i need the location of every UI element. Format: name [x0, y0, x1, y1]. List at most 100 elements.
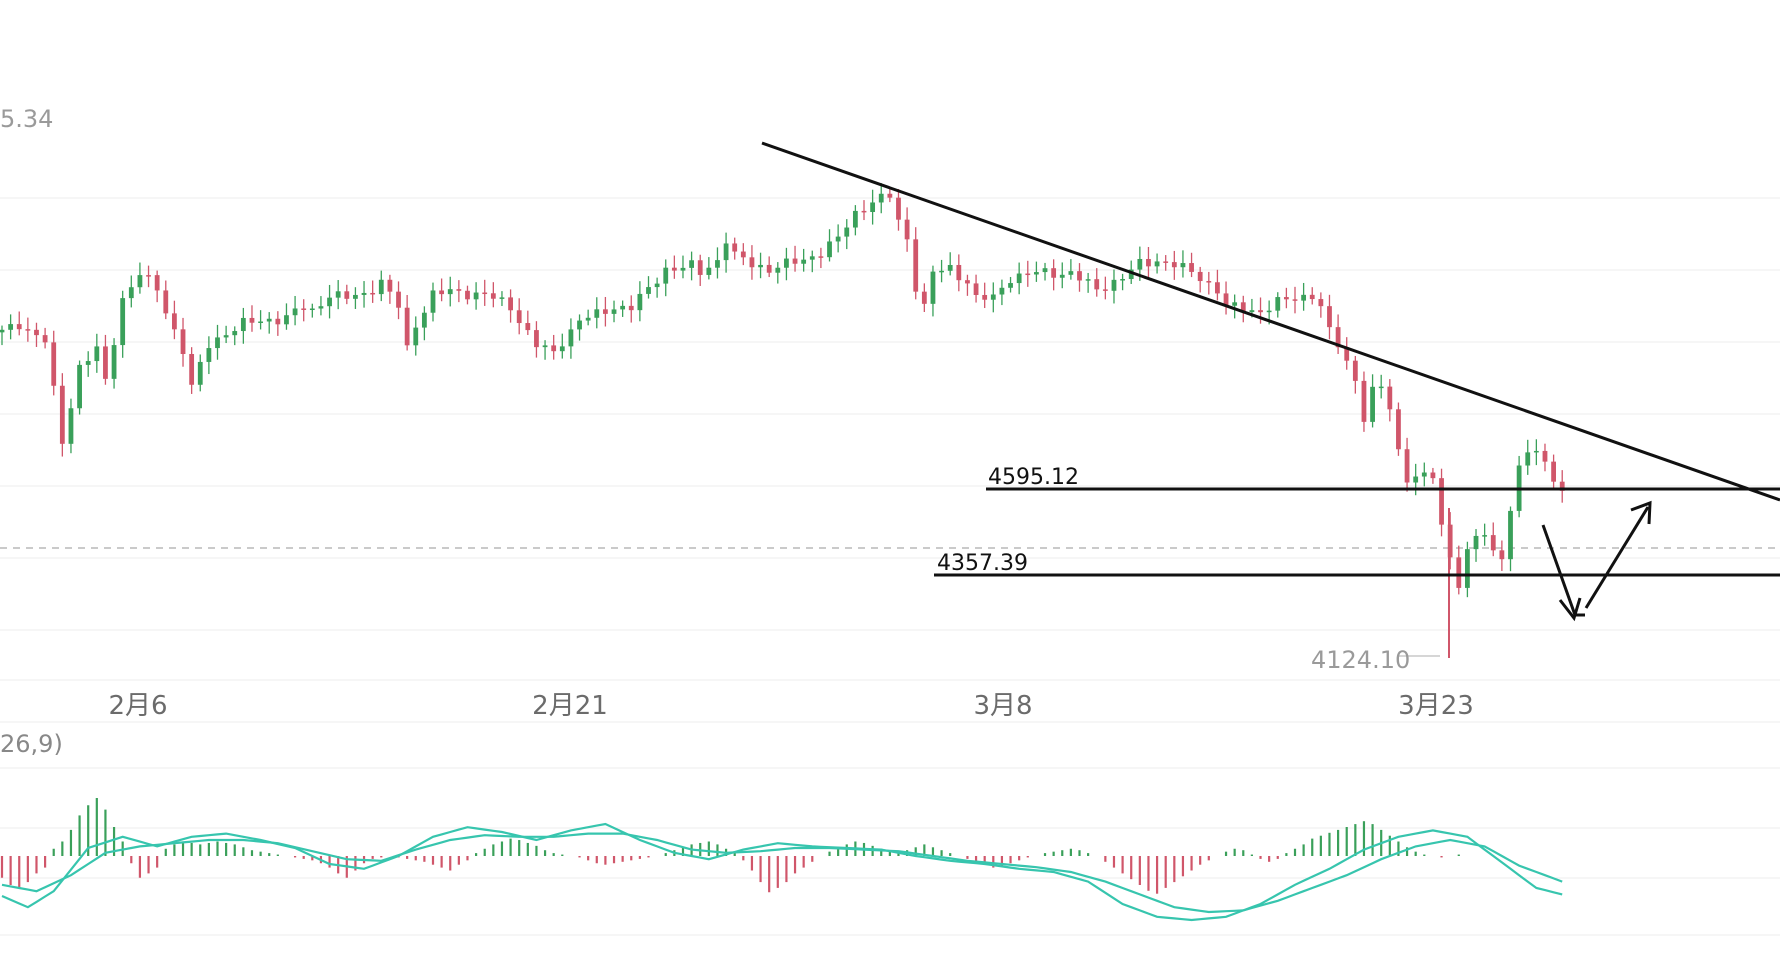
candle-body	[189, 353, 195, 385]
candle-body	[42, 335, 48, 343]
candle-body	[34, 329, 39, 336]
candle-body	[1473, 535, 1479, 550]
candle-body	[1430, 472, 1436, 479]
candle-body	[370, 292, 376, 295]
candle-body	[852, 210, 858, 228]
candle-body	[59, 385, 65, 444]
candle-body	[439, 290, 445, 295]
candle-body	[172, 313, 177, 330]
candle-body	[1223, 293, 1229, 306]
candle-body	[732, 243, 738, 252]
candle-body	[284, 315, 289, 325]
candle-body	[1051, 268, 1057, 278]
candle-body	[163, 290, 169, 314]
candle-body	[758, 264, 763, 268]
candle-body	[947, 264, 953, 271]
candle-body	[1499, 550, 1505, 560]
candle-body	[1439, 478, 1444, 525]
candle-body	[577, 320, 582, 330]
candle-body	[680, 267, 686, 271]
candle-body	[663, 267, 669, 284]
candle-body	[654, 283, 660, 288]
trend-lines	[761, 141, 1780, 622]
candle-body	[1490, 535, 1496, 551]
candle-body	[1542, 450, 1548, 462]
candle-body	[1077, 271, 1082, 281]
candle-body	[792, 258, 798, 264]
candle-body	[361, 292, 367, 295]
candle-body	[8, 324, 14, 330]
candle-body	[499, 297, 505, 299]
candle-body	[465, 290, 470, 300]
candle-body	[809, 256, 815, 260]
candle-body	[1387, 386, 1393, 410]
candle-body	[585, 317, 591, 321]
candle-body	[249, 317, 255, 323]
candle-body	[689, 260, 694, 268]
macd-params-label: 26,9)	[0, 730, 63, 758]
candle-body	[1266, 310, 1272, 313]
candle-body	[844, 227, 850, 237]
candle-body	[508, 297, 513, 311]
candle-body	[568, 329, 574, 347]
candle-body	[611, 309, 617, 314]
candle-body	[1034, 272, 1039, 275]
down-arrow-head	[1558, 597, 1582, 622]
candle-body	[1016, 273, 1022, 284]
candle-body	[956, 264, 962, 281]
candle-body	[896, 197, 901, 220]
candle-body	[1413, 476, 1419, 483]
candle-body	[861, 210, 867, 213]
candle-body	[223, 335, 229, 338]
candle-body	[353, 294, 358, 299]
candle-body	[1025, 273, 1031, 276]
candle-body	[1146, 258, 1151, 267]
candle-body	[1197, 271, 1203, 282]
candle-body	[1008, 283, 1013, 288]
candle-body	[292, 308, 298, 316]
candle-body	[1525, 452, 1531, 466]
candle-body	[525, 323, 531, 331]
candle-body	[603, 309, 608, 314]
candle-body	[646, 287, 651, 294]
candle-body	[1396, 409, 1401, 450]
candle-body	[1421, 472, 1427, 477]
candle-body	[982, 294, 988, 300]
candle-body	[559, 346, 565, 352]
candle-body	[715, 260, 720, 268]
candle-body	[990, 294, 996, 300]
candle-body	[697, 260, 703, 275]
candle-body	[1128, 269, 1134, 280]
candle-body	[232, 331, 238, 336]
candles	[0, 183, 1565, 658]
x-tick-label: 3月8	[973, 691, 1032, 721]
candle-body	[740, 251, 746, 258]
candle-body	[1180, 263, 1186, 268]
candle-body	[473, 292, 479, 300]
candle-body	[1352, 360, 1358, 381]
candle-body	[1309, 294, 1315, 300]
candle-body	[430, 290, 436, 313]
candle-body	[1370, 386, 1375, 422]
candle-body	[1327, 306, 1332, 328]
macd-panel	[0, 798, 1563, 922]
candle-body	[51, 342, 57, 386]
candle-body	[827, 241, 832, 258]
candle-body	[1335, 327, 1341, 348]
candle-body	[1215, 282, 1220, 294]
candle-body	[120, 298, 126, 346]
candle-body	[85, 361, 91, 365]
candle-body	[939, 270, 944, 273]
candle-body	[1258, 310, 1263, 313]
candle-body	[301, 308, 307, 310]
candle-body	[1206, 281, 1212, 283]
candle-body	[1232, 302, 1238, 306]
up-arrow-head	[1630, 500, 1652, 525]
candle-body	[1249, 310, 1255, 313]
candle-body	[111, 345, 117, 379]
candle-body	[1318, 299, 1324, 307]
candle-body	[904, 219, 910, 240]
candle-body	[197, 361, 203, 385]
candle-body	[965, 280, 970, 284]
